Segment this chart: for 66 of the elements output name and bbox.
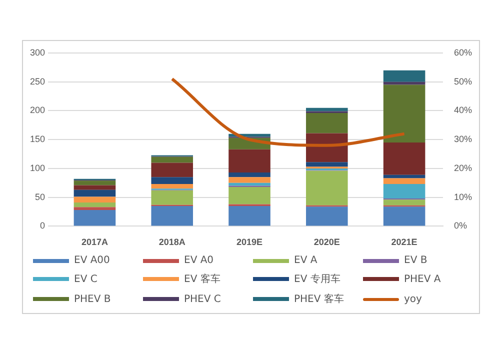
bar — [383, 184, 426, 198]
legend-label: EV A0 — [184, 255, 214, 266]
y2-tick-label: 60% — [454, 47, 472, 58]
bar — [228, 149, 270, 173]
bar — [228, 206, 270, 226]
legend-label: PHEV A — [404, 274, 441, 284]
bar — [151, 184, 194, 189]
x-tick-label: 2021E — [391, 237, 418, 248]
bar — [383, 174, 426, 178]
bar — [383, 70, 426, 82]
y-tick-label: 0 — [40, 220, 46, 231]
bar — [74, 190, 116, 197]
bar — [74, 196, 116, 203]
y-tick-label: 150 — [30, 134, 46, 144]
y2-tick-label: 0% — [454, 220, 467, 231]
bar — [228, 172, 270, 178]
bar — [151, 177, 194, 184]
y-tick-label: 100 — [30, 162, 46, 173]
x-tick-label: 2019E — [236, 237, 263, 248]
x-tick-label: 2020E — [314, 237, 340, 248]
y-tick-label: 200 — [30, 105, 46, 116]
bar — [228, 177, 270, 183]
x-tick-label: 2018A — [158, 237, 186, 248]
legend-label: EV 客车 — [184, 272, 220, 286]
bar — [74, 185, 116, 190]
bar — [306, 108, 348, 112]
legend-label: PHEV C — [184, 294, 221, 304]
bar — [383, 82, 426, 85]
bar — [306, 113, 348, 134]
y2-tick-label: 40% — [454, 105, 472, 116]
bar — [383, 84, 426, 142]
bar — [306, 162, 348, 167]
bar — [74, 180, 116, 186]
bar — [306, 133, 348, 162]
y-tick-label: 300 — [30, 47, 46, 58]
legend-label: EV A — [294, 255, 318, 266]
y2-tick-label: 10% — [454, 192, 472, 202]
legend-label: EV A00 — [74, 255, 110, 266]
y-tick-label: 250 — [30, 76, 46, 86]
bar — [383, 178, 426, 184]
bar — [151, 162, 194, 178]
x-tick-label: 2017A — [81, 237, 108, 248]
bar — [383, 200, 426, 206]
bar — [228, 182, 270, 186]
y-tick-label: 50 — [35, 192, 46, 202]
y2-tick-label: 20% — [454, 162, 472, 173]
bar — [74, 202, 116, 208]
legend-label: PHEV 客车 — [294, 292, 344, 306]
line-series — [170, 77, 406, 147]
y2-tick-label: 50% — [454, 76, 472, 86]
y2-tick-label: 30% — [454, 134, 472, 144]
legend-label: EV C — [74, 274, 98, 284]
bar — [383, 142, 426, 175]
bar — [306, 206, 348, 226]
legend-label: PHEV B — [74, 294, 111, 304]
bar — [74, 210, 116, 226]
bar — [306, 170, 348, 206]
legend-label: EV 专用车 — [294, 272, 340, 286]
bar — [151, 206, 194, 226]
bar — [151, 156, 194, 163]
bar — [383, 206, 426, 226]
bar — [151, 190, 194, 205]
bar — [74, 207, 116, 210]
bar — [228, 186, 270, 204]
legend-label: yoy — [404, 294, 422, 304]
legend-label: EV B — [404, 255, 428, 266]
